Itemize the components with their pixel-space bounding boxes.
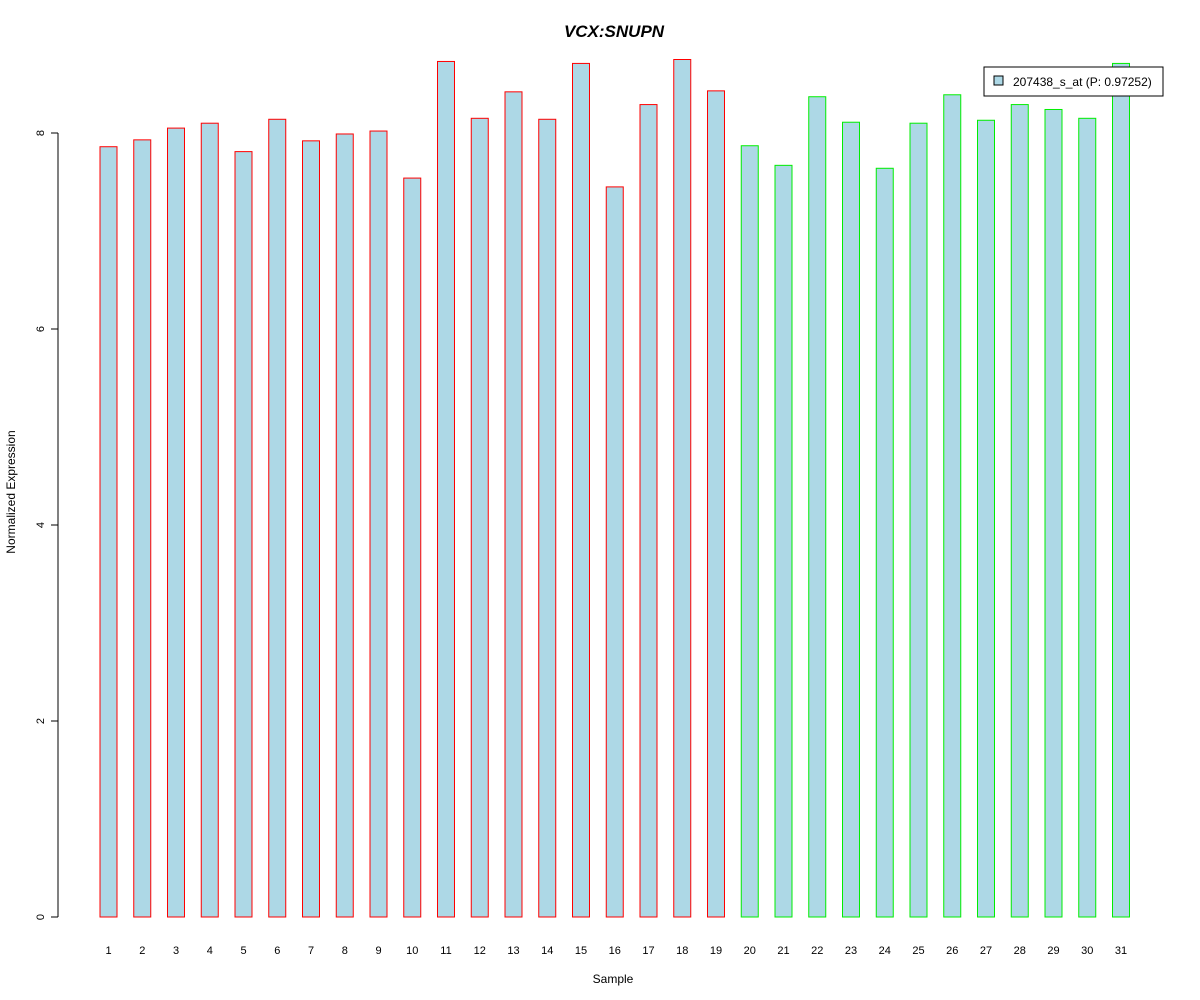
y-axis: 0 2 4 6 8 xyxy=(35,130,59,920)
bar-sample-19 xyxy=(707,90,725,918)
bar-sample-22 xyxy=(808,96,827,918)
legend-label: 207438_s_at (P: 0.97252) xyxy=(1013,75,1152,89)
x-tick-label: 20 xyxy=(744,945,756,957)
x-tick-label: 16 xyxy=(609,945,621,957)
legend-swatch xyxy=(993,75,1004,86)
bar-sample-2 xyxy=(133,139,152,918)
x-tick-label: 3 xyxy=(173,945,179,957)
bar-sample-28 xyxy=(1010,104,1029,918)
x-tick-label: 23 xyxy=(845,945,857,957)
bar-sample-15 xyxy=(572,62,590,918)
x-tick-label: 18 xyxy=(676,945,688,957)
x-tick-label: 25 xyxy=(912,945,924,957)
x-tick-label: 26 xyxy=(946,945,958,957)
bar-sample-11 xyxy=(437,60,455,918)
x-tick-label: 1 xyxy=(105,945,111,957)
x-tick-label: 5 xyxy=(240,945,246,957)
x-tick-label: 8 xyxy=(342,945,348,957)
bar-sample-1 xyxy=(99,146,118,918)
bar-sample-4 xyxy=(200,122,219,918)
x-tick-label: 22 xyxy=(811,945,823,957)
bar-sample-9 xyxy=(369,130,388,918)
bar-sample-17 xyxy=(639,104,658,918)
bar-sample-26 xyxy=(943,94,962,918)
bar-sample-31 xyxy=(1112,62,1130,918)
x-tick-label: 12 xyxy=(474,945,486,957)
y-tick-label: 4 xyxy=(35,522,47,528)
x-tick-label: 24 xyxy=(879,945,891,957)
x-tick-label: 17 xyxy=(642,945,654,957)
x-axis-label: Sample xyxy=(593,972,634,986)
x-tick-label: 11 xyxy=(440,945,451,957)
x-tick-label: 19 xyxy=(710,945,722,957)
x-tick-labels: 1 2 3 4 5 6 7 8 9 10 11 12 13 14 15 16 17 18 19 20 21 22 23 24 2… xyxy=(105,945,1127,957)
x-tick-label: 10 xyxy=(406,945,418,957)
y-tick-label: 8 xyxy=(35,130,47,136)
y-tick-label: 2 xyxy=(35,718,47,724)
bar-sample-24 xyxy=(875,167,894,918)
bar-sample-7 xyxy=(302,140,320,918)
x-tick-label: 30 xyxy=(1081,945,1093,957)
bar-sample-5 xyxy=(234,151,253,918)
y-tick-label: 6 xyxy=(35,326,47,332)
legend: 207438_s_at (P: 0.97252) xyxy=(983,66,1164,97)
x-tick-label: 7 xyxy=(308,945,314,957)
bar-sample-10 xyxy=(403,177,422,918)
bar-sample-16 xyxy=(605,186,624,918)
bar-sample-13 xyxy=(504,91,523,918)
bar-sample-14 xyxy=(538,118,557,918)
x-tick-label: 14 xyxy=(541,945,553,957)
bar-sample-8 xyxy=(335,133,354,918)
bar-sample-29 xyxy=(1044,108,1063,918)
x-tick-label: 2 xyxy=(139,945,145,957)
x-tick-label: 27 xyxy=(980,945,992,957)
bar-sample-25 xyxy=(909,122,928,918)
x-tick-label: 29 xyxy=(1047,945,1059,957)
bar-sample-18 xyxy=(673,59,692,918)
bars-group xyxy=(99,59,1130,918)
bar-sample-21 xyxy=(774,164,793,918)
bar-sample-27 xyxy=(977,119,995,918)
y-axis-label: Normalized Expression xyxy=(4,430,18,553)
bar-sample-20 xyxy=(740,145,759,918)
x-tick-label: 28 xyxy=(1014,945,1026,957)
bar-sample-23 xyxy=(842,121,860,918)
x-tick-label: 31 xyxy=(1115,945,1127,957)
chart-title: VCX:SNUPN xyxy=(564,22,665,41)
bar-sample-6 xyxy=(268,118,287,918)
x-tick-label: 13 xyxy=(507,945,519,957)
x-tick-label: 6 xyxy=(274,945,280,957)
bar-sample-3 xyxy=(167,127,185,918)
bar-sample-12 xyxy=(470,117,489,918)
legend-box xyxy=(983,66,1164,97)
y-tick-label: 0 xyxy=(35,914,47,920)
bar-sample-30 xyxy=(1078,117,1097,918)
x-tick-label: 21 xyxy=(777,945,789,957)
x-tick-label: 9 xyxy=(375,945,381,957)
x-tick-label: 15 xyxy=(575,945,587,957)
x-tick-label: 4 xyxy=(207,945,213,957)
